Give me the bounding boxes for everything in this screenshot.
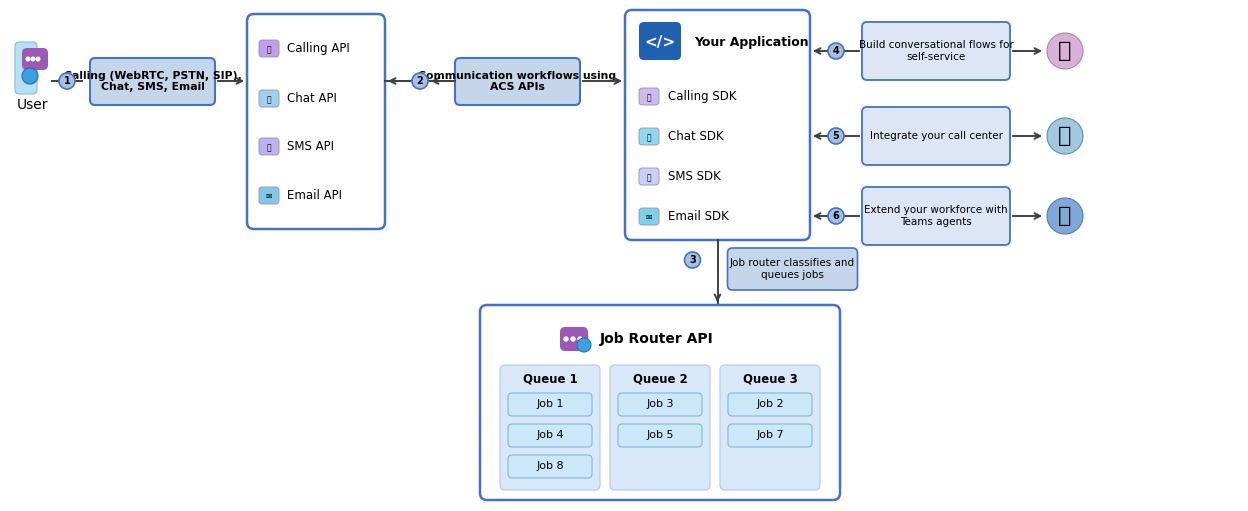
FancyBboxPatch shape <box>862 22 1010 80</box>
FancyBboxPatch shape <box>618 393 701 416</box>
Text: Integrate your call center: Integrate your call center <box>870 131 1002 141</box>
Text: 📱: 📱 <box>646 173 651 182</box>
Text: Job Router API: Job Router API <box>600 332 714 346</box>
FancyBboxPatch shape <box>456 58 580 105</box>
FancyBboxPatch shape <box>728 248 857 290</box>
Text: 5: 5 <box>832 131 840 141</box>
Circle shape <box>26 57 30 61</box>
FancyBboxPatch shape <box>90 58 215 105</box>
FancyBboxPatch shape <box>728 424 812 447</box>
FancyBboxPatch shape <box>480 305 840 500</box>
FancyBboxPatch shape <box>720 365 820 490</box>
Circle shape <box>564 337 568 341</box>
Text: Calling SDK: Calling SDK <box>668 89 736 103</box>
FancyBboxPatch shape <box>862 187 1010 245</box>
FancyBboxPatch shape <box>639 128 659 145</box>
Circle shape <box>36 57 40 61</box>
FancyBboxPatch shape <box>508 455 592 478</box>
Text: Chat API: Chat API <box>287 91 337 105</box>
FancyBboxPatch shape <box>247 14 384 229</box>
Text: 3: 3 <box>689 255 696 265</box>
FancyBboxPatch shape <box>260 187 280 204</box>
Text: Queue 2: Queue 2 <box>633 373 688 385</box>
Circle shape <box>59 73 75 89</box>
FancyBboxPatch shape <box>560 327 588 351</box>
Text: Email SDK: Email SDK <box>668 210 729 222</box>
Circle shape <box>827 43 844 59</box>
Text: 📞: 📞 <box>646 93 651 102</box>
Circle shape <box>827 128 844 144</box>
FancyBboxPatch shape <box>728 393 812 416</box>
Circle shape <box>827 208 844 224</box>
Text: Job 5: Job 5 <box>646 430 674 440</box>
Text: Job 4: Job 4 <box>537 430 564 440</box>
Circle shape <box>1047 118 1083 154</box>
Text: User: User <box>16 98 47 112</box>
FancyBboxPatch shape <box>260 90 280 107</box>
FancyBboxPatch shape <box>639 208 659 225</box>
FancyBboxPatch shape <box>15 42 37 94</box>
FancyBboxPatch shape <box>639 168 659 185</box>
Text: Communication workflows using
ACS APIs: Communication workflows using ACS APIs <box>418 71 617 92</box>
Text: Job 3: Job 3 <box>646 399 674 409</box>
Text: ✉: ✉ <box>645 213 653 222</box>
FancyBboxPatch shape <box>22 48 47 70</box>
FancyBboxPatch shape <box>500 365 600 490</box>
Text: </>: </> <box>644 35 675 50</box>
FancyBboxPatch shape <box>508 424 592 447</box>
Text: Job router classifies and
queues jobs: Job router classifies and queues jobs <box>730 258 855 280</box>
Text: Email API: Email API <box>287 189 342 201</box>
Text: 🤖: 🤖 <box>1058 41 1072 61</box>
Circle shape <box>578 337 582 341</box>
Text: Build conversational flows for
self-service: Build conversational flows for self-serv… <box>859 40 1013 62</box>
Text: Queue 3: Queue 3 <box>743 373 797 385</box>
Text: 📞: 📞 <box>267 45 271 54</box>
Text: Calling API: Calling API <box>287 41 349 55</box>
FancyBboxPatch shape <box>260 40 280 57</box>
Text: Job 8: Job 8 <box>537 461 564 471</box>
Text: 👤: 👤 <box>1058 126 1072 146</box>
FancyBboxPatch shape <box>618 424 701 447</box>
Text: 2: 2 <box>417 76 423 86</box>
Circle shape <box>22 68 37 84</box>
Text: 💬: 💬 <box>267 95 271 104</box>
Text: Extend your workforce with
Teams agents: Extend your workforce with Teams agents <box>864 205 1008 227</box>
Circle shape <box>1047 33 1083 69</box>
FancyBboxPatch shape <box>625 10 810 240</box>
Text: Your Application: Your Application <box>694 35 809 49</box>
Text: 6: 6 <box>832 211 840 221</box>
Circle shape <box>684 252 700 268</box>
FancyBboxPatch shape <box>639 22 681 60</box>
Circle shape <box>1047 198 1083 234</box>
Circle shape <box>577 338 592 352</box>
FancyBboxPatch shape <box>610 365 710 490</box>
Text: SMS SDK: SMS SDK <box>668 170 721 182</box>
Circle shape <box>412 73 428 89</box>
Text: Job 7: Job 7 <box>756 430 784 440</box>
Circle shape <box>572 337 575 341</box>
Text: 4: 4 <box>832 46 840 56</box>
FancyBboxPatch shape <box>508 393 592 416</box>
Text: Job 1: Job 1 <box>537 399 564 409</box>
Text: Queue 1: Queue 1 <box>523 373 578 385</box>
Text: Calling (WebRTC, PSTN, SIP),
Chat, SMS, Email: Calling (WebRTC, PSTN, SIP), Chat, SMS, … <box>64 71 241 92</box>
Text: ✉: ✉ <box>266 192 272 201</box>
FancyBboxPatch shape <box>862 107 1010 165</box>
Circle shape <box>31 57 35 61</box>
FancyBboxPatch shape <box>260 138 280 155</box>
Text: Chat SDK: Chat SDK <box>668 129 724 143</box>
FancyBboxPatch shape <box>639 88 659 105</box>
Text: SMS API: SMS API <box>287 140 334 152</box>
Text: Job 2: Job 2 <box>756 399 784 409</box>
Text: 👥: 👥 <box>1058 206 1072 226</box>
Text: 💬: 💬 <box>646 133 651 142</box>
Text: 1: 1 <box>64 76 70 86</box>
Text: 📱: 📱 <box>267 143 271 152</box>
